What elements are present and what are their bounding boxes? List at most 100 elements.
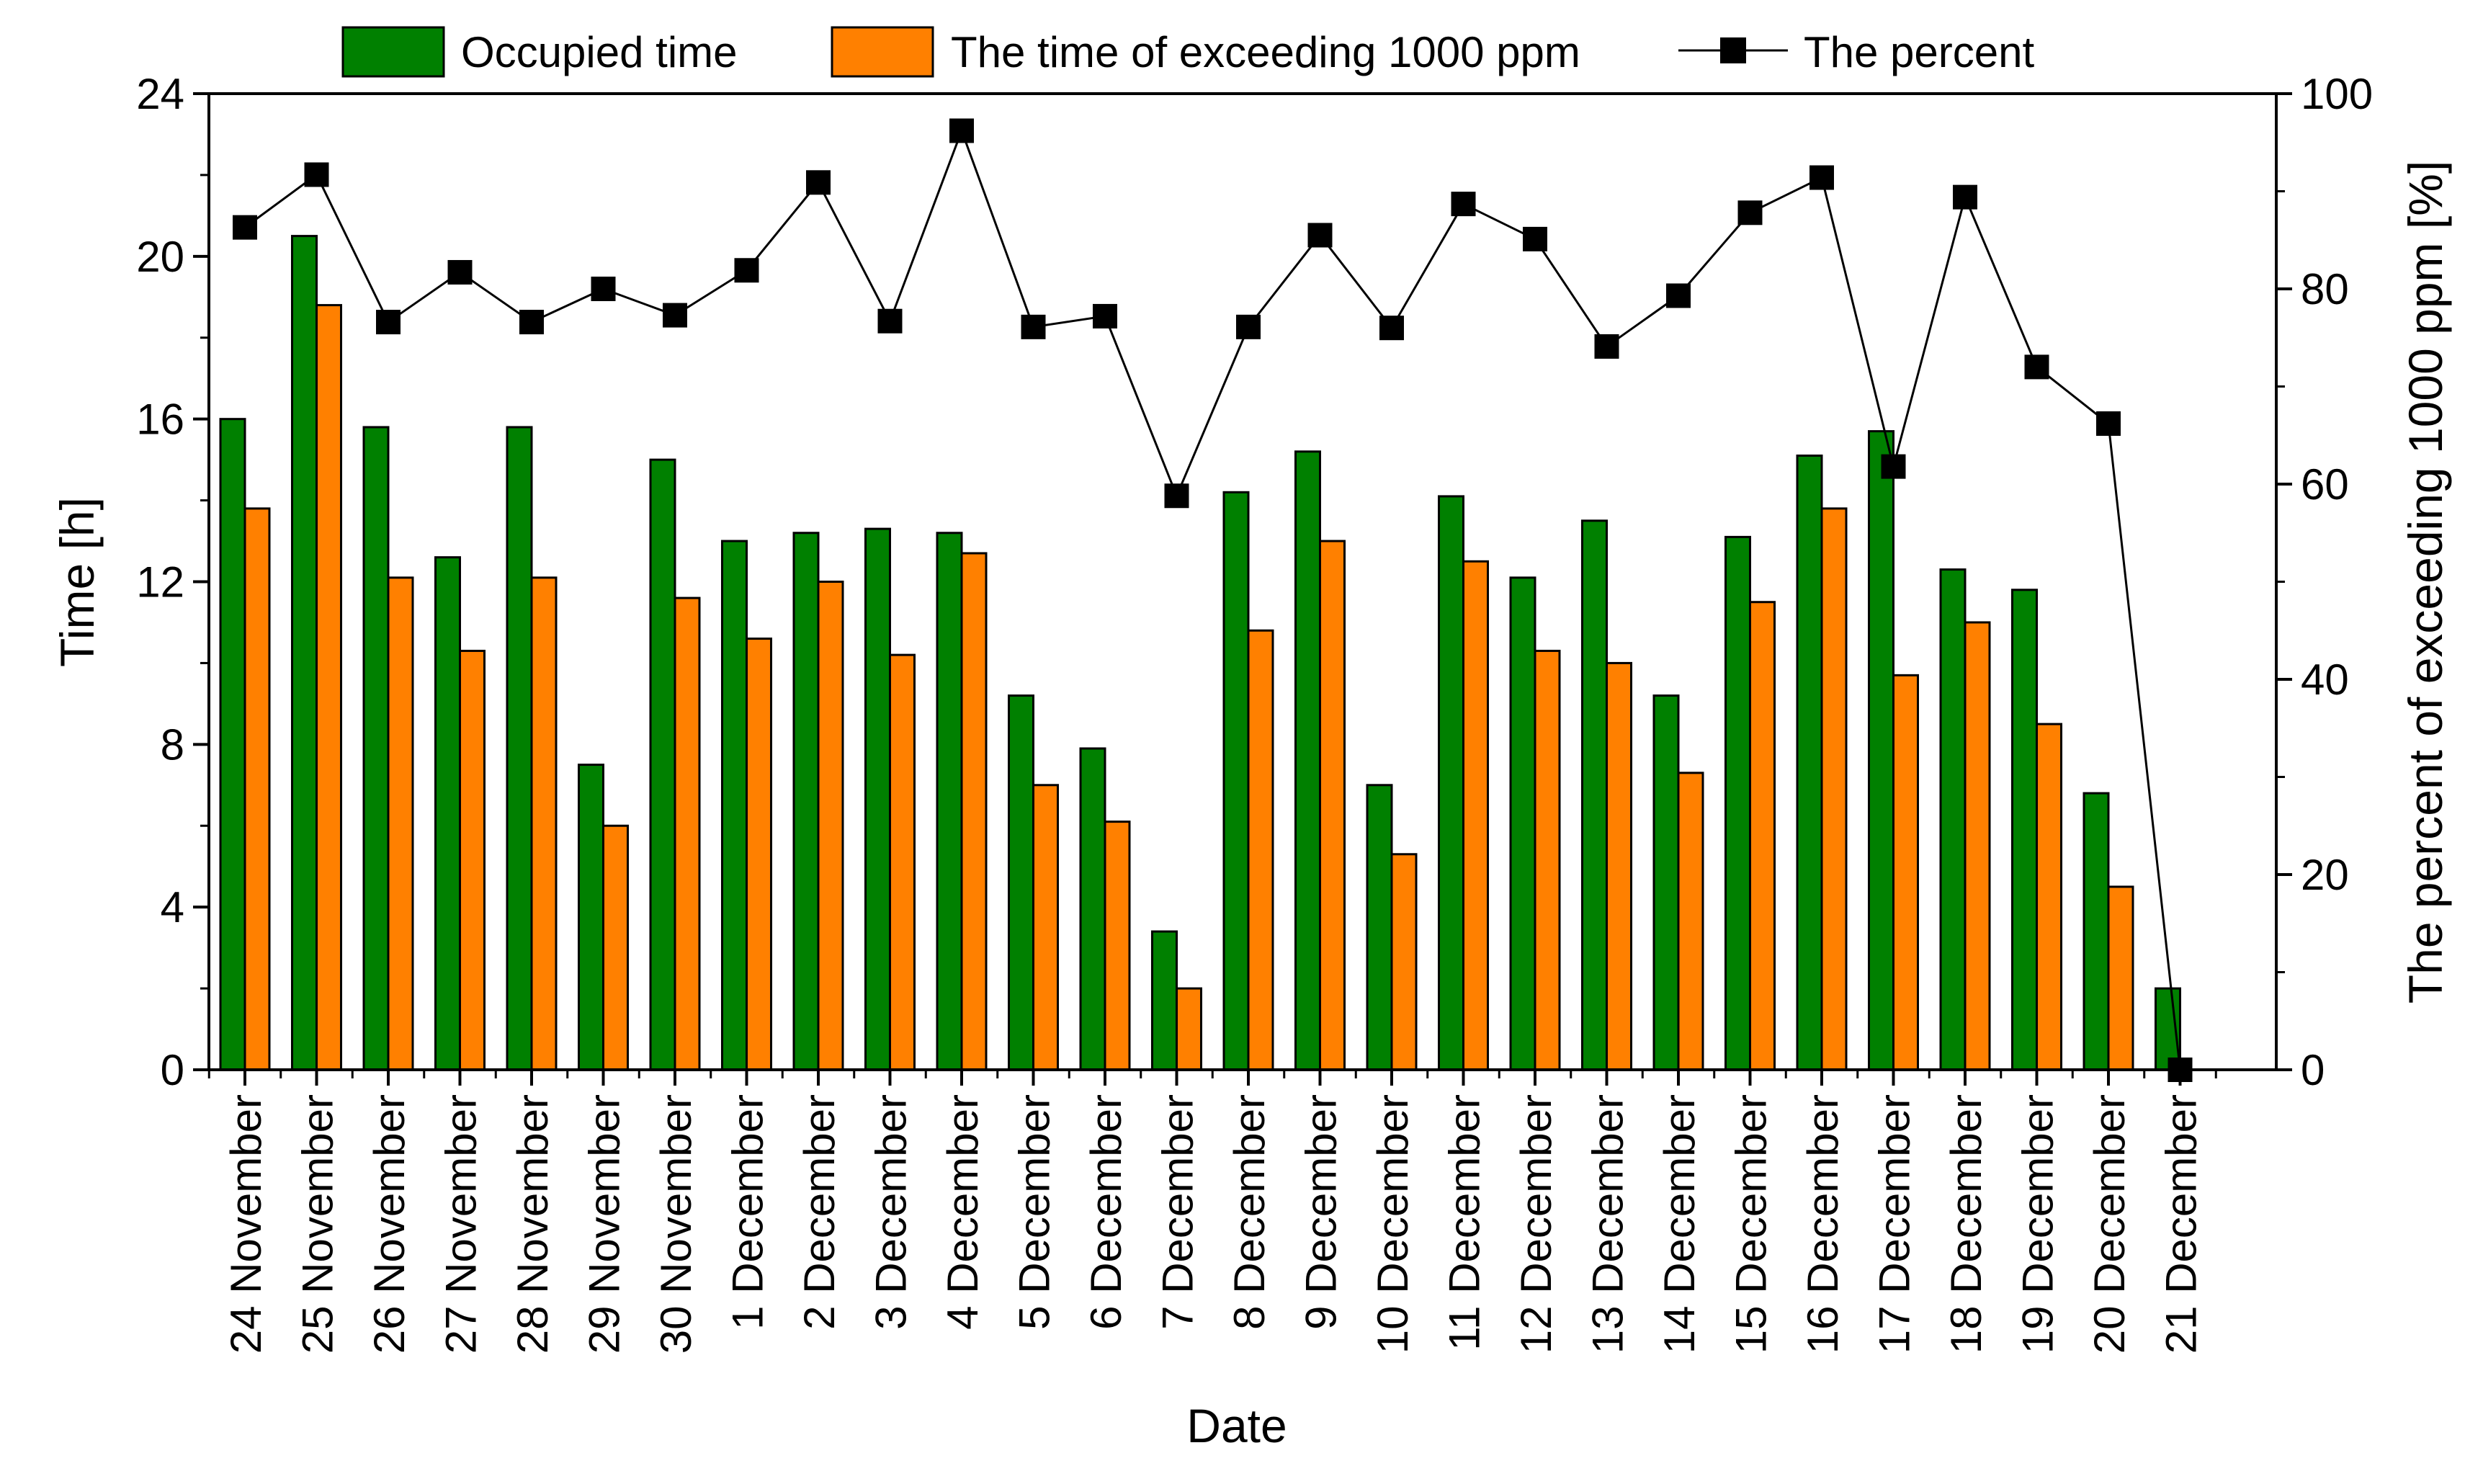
x-tick-label: 25 November: [294, 1094, 342, 1354]
x-tick-label: 8 December: [1225, 1094, 1274, 1330]
percent-marker: [734, 258, 759, 283]
percent-marker: [1523, 226, 1547, 251]
bar-exceeding-time: [1032, 784, 1059, 1071]
bar-exceeding-time: [316, 304, 342, 1071]
percent-marker: [1236, 314, 1261, 339]
x-tick-label: 17 December: [1871, 1094, 1919, 1354]
percent-marker: [1737, 200, 1763, 225]
bar-occupied-time: [506, 426, 533, 1071]
legend-label-occupied: Occupied time: [461, 28, 738, 76]
bar-exceeding-time: [960, 552, 988, 1071]
x-tick-label: 29 November: [581, 1094, 629, 1354]
percent-marker: [1021, 314, 1046, 339]
bar-occupied-time: [649, 458, 676, 1071]
x-tick-label: 15 December: [1727, 1094, 1776, 1354]
y-axis-right: 0 20 40 60 80 100: [2276, 70, 2373, 1094]
x-tick-label: 11 December: [1441, 1094, 1489, 1351]
bar-exceeding-time: [1390, 853, 1418, 1071]
x-tick-label: 6 December: [1082, 1094, 1130, 1330]
x-tick-label: 14 December: [1655, 1094, 1704, 1354]
bar-exceeding-time: [1892, 674, 1919, 1071]
x-tick-label: 3 December: [867, 1094, 916, 1330]
bar-occupied-time: [434, 556, 461, 1071]
percent-marker: [233, 215, 257, 240]
percent-marker: [591, 277, 616, 301]
bar-occupied-time: [362, 426, 390, 1071]
y-axis-title: Time [h]: [50, 497, 104, 667]
bar-exceeding-time: [746, 638, 772, 1071]
bar-exceeding-time: [602, 824, 629, 1071]
percent-marker: [877, 308, 903, 334]
x-tick-label: 24 November: [222, 1094, 270, 1354]
bar-exceeding-time: [1606, 661, 1632, 1071]
x-tick-label: 27 November: [437, 1094, 486, 1354]
bars-layer: [219, 235, 2181, 1071]
x-tick-label: 5 December: [1011, 1094, 1059, 1330]
bar-exceeding-time: [1462, 560, 1489, 1071]
y2-tick-label: 0: [2301, 1046, 2325, 1094]
y2-tick-label: 20: [2301, 851, 2349, 899]
percent-marker: [1307, 223, 1333, 248]
bar-occupied-time: [1151, 930, 1178, 1071]
percent-marker: [1666, 283, 1691, 308]
percent-marker: [949, 118, 974, 143]
bar-occupied-time: [792, 532, 820, 1071]
y-tick-label: 4: [161, 883, 184, 931]
bar-occupied-time: [1868, 430, 1894, 1071]
percent-marker: [1953, 184, 1977, 210]
percent-line-layer: [233, 118, 2193, 1082]
bar-occupied-time: [1008, 694, 1034, 1071]
bar-exceeding-time: [1820, 507, 1848, 1071]
bar-exceeding-time: [387, 576, 414, 1071]
bar-exceeding-time: [1319, 540, 1346, 1071]
y2-tick-label: 60: [2301, 460, 2349, 509]
bar-exceeding-time: [817, 581, 844, 1071]
bar-occupied-time: [1652, 694, 1680, 1071]
bar-occupied-time: [864, 527, 891, 1071]
percent-marker: [806, 170, 831, 195]
x-tick-label: 28 November: [509, 1094, 557, 1354]
x-tick-label: 30 November: [652, 1094, 700, 1354]
x-tick-label: 10 December: [1369, 1094, 1417, 1354]
percent-marker: [1379, 316, 1404, 341]
x-tick-label: 21 December: [2157, 1094, 2206, 1354]
bar-occupied-time: [721, 540, 748, 1071]
bar-occupied-time: [1079, 747, 1106, 1071]
legend-label-exceeding: The time of exceeding 1000 ppm: [951, 28, 1580, 76]
x-tick-label: 1 December: [724, 1094, 772, 1330]
bar-occupied-time: [936, 532, 963, 1071]
percent-marker: [1164, 483, 1189, 509]
bar-exceeding-time: [2036, 723, 2062, 1071]
y-tick-label: 20: [136, 233, 184, 281]
y-tick-label: 0: [161, 1046, 184, 1094]
percent-marker: [663, 303, 687, 328]
bar-exceeding-time: [2107, 885, 2134, 1071]
bar-exceeding-time: [1104, 821, 1131, 1071]
percent-marker: [519, 310, 544, 335]
legend-swatch-occupied: [341, 26, 445, 78]
bar-occupied-time: [2011, 589, 2038, 1071]
x-tick-label: 2 December: [795, 1094, 844, 1330]
y-tick-label: 8: [161, 720, 184, 769]
y2-tick-label: 40: [2301, 656, 2349, 704]
bar-exceeding-time: [1749, 601, 1776, 1071]
percent-marker: [376, 310, 401, 335]
bar-occupied-time: [1438, 495, 1464, 1071]
x-tick-label: 4 December: [939, 1094, 987, 1330]
y-tick-label: 24: [136, 70, 184, 118]
x-tick-label: 12 December: [1512, 1094, 1560, 1354]
percent-marker: [447, 259, 473, 285]
percent-marker: [1451, 192, 1476, 217]
bar-occupied-time: [2082, 792, 2110, 1071]
bar-exceeding-time: [1176, 987, 1202, 1071]
percent-marker: [304, 162, 329, 187]
x-tick-label: 7 December: [1154, 1094, 1202, 1330]
bar-occupied-time: [1222, 491, 1250, 1071]
percent-marker: [2024, 354, 2049, 380]
y2-tick-label: 100: [2301, 70, 2373, 118]
x-tick-label: 18 December: [1942, 1094, 1990, 1354]
bar-occupied-time: [1796, 454, 1823, 1071]
bar-exceeding-time: [530, 576, 558, 1071]
bar-occupied-time: [219, 418, 246, 1071]
